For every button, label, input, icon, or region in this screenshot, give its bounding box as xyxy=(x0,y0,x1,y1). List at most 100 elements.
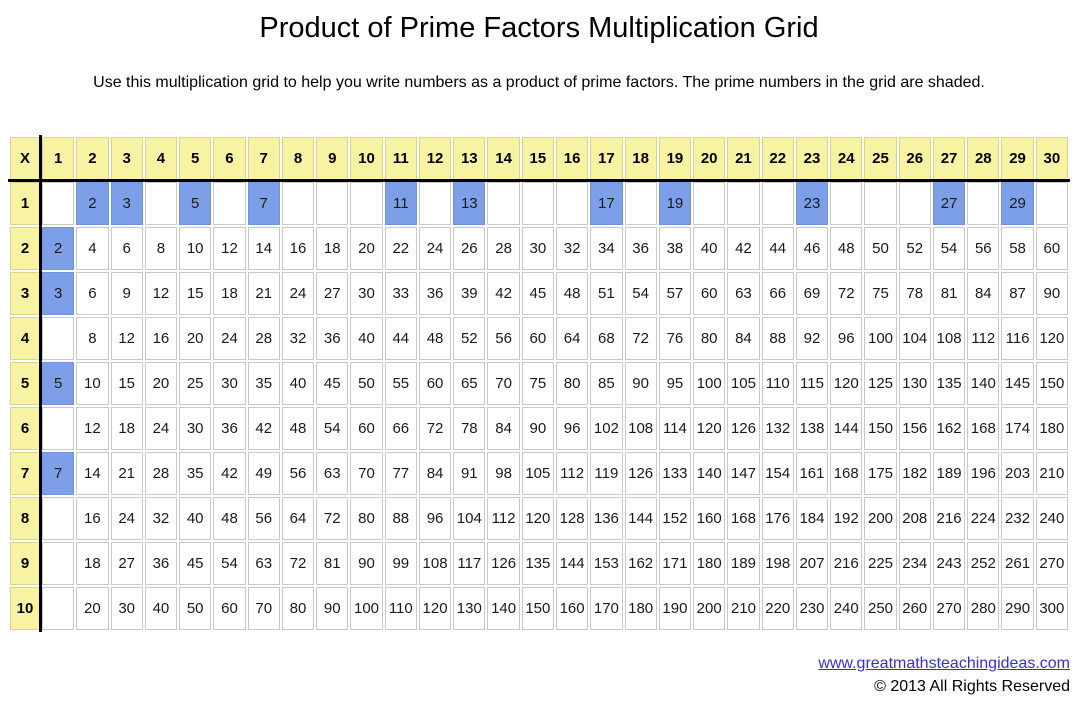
product-cell: 30 xyxy=(110,587,143,630)
product-cell: 84 xyxy=(727,317,760,360)
product-cell: 63 xyxy=(247,542,280,585)
product-cell: 32 xyxy=(555,227,589,270)
product-cell: 120 xyxy=(418,587,452,630)
product-cell: 4 xyxy=(76,227,109,270)
col-header-cell: 17 xyxy=(590,137,623,180)
product-cell: 60 xyxy=(693,272,726,315)
product-cell: 58 xyxy=(1001,227,1034,270)
product-cell: 156 xyxy=(898,407,931,450)
product-cell: 200 xyxy=(864,497,897,540)
product-cell: 42 xyxy=(247,407,280,450)
product-cell: 126 xyxy=(727,407,760,450)
product-cell: 36 xyxy=(144,542,178,585)
product-cell: 42 xyxy=(727,227,760,270)
product-cell: 108 xyxy=(418,542,452,585)
product-cell: 84 xyxy=(967,272,1000,315)
product-cell xyxy=(521,182,554,225)
product-cell: 180 xyxy=(1035,407,1068,450)
col-header-cell: 5 xyxy=(179,137,212,180)
product-cell: 50 xyxy=(350,362,383,405)
product-cell: 18 xyxy=(76,542,109,585)
row-header-cell: 5 xyxy=(10,362,40,405)
product-cell: 119 xyxy=(590,452,623,495)
product-cell: 160 xyxy=(693,497,726,540)
product-cell: 72 xyxy=(418,407,452,450)
product-cell: 25 xyxy=(179,362,212,405)
product-cell: 30 xyxy=(521,227,554,270)
product-cell: 30 xyxy=(179,407,212,450)
product-cell: 140 xyxy=(693,452,726,495)
product-cell: 75 xyxy=(521,362,554,405)
product-cell: 196 xyxy=(967,452,1000,495)
prime-cell: 29 xyxy=(1001,182,1034,225)
row-header-cell: 10 xyxy=(10,587,40,630)
product-cell: 96 xyxy=(418,497,452,540)
grid-row: 7 7 14 21 28 35 42 49 56 63 70 77 84 91 98 105 112 119 126… xyxy=(10,452,1068,495)
product-cell: 216 xyxy=(830,542,863,585)
product-cell: 135 xyxy=(932,362,966,405)
product-cell: 55 xyxy=(384,362,417,405)
product-cell: 50 xyxy=(864,227,897,270)
product-cell: 260 xyxy=(898,587,931,630)
product-cell: 10 xyxy=(179,227,212,270)
product-cell: 90 xyxy=(316,587,349,630)
product-cell: 36 xyxy=(418,272,452,315)
product-cell: 12 xyxy=(110,317,143,360)
product-cell: 78 xyxy=(453,407,486,450)
product-cell: 48 xyxy=(555,272,589,315)
product-cell: 12 xyxy=(144,272,178,315)
col-header-cell: 28 xyxy=(967,137,1000,180)
product-cell: 102 xyxy=(590,407,623,450)
product-cell: 30 xyxy=(213,362,246,405)
prime-cell: 13 xyxy=(453,182,486,225)
col-header-cell: 15 xyxy=(521,137,554,180)
product-cell: 216 xyxy=(932,497,966,540)
product-cell: 150 xyxy=(1035,362,1068,405)
product-cell: 12 xyxy=(213,227,246,270)
website-link[interactable]: www.greatmathsteachingideas.com xyxy=(818,655,1070,672)
row-header-cell: 3 xyxy=(10,272,40,315)
product-cell: 160 xyxy=(555,587,589,630)
product-cell: 56 xyxy=(281,452,315,495)
product-cell: 32 xyxy=(281,317,315,360)
product-cell: 80 xyxy=(350,497,383,540)
product-cell: 15 xyxy=(179,272,212,315)
product-cell: 115 xyxy=(795,362,829,405)
product-cell: 144 xyxy=(555,542,589,585)
product-cell xyxy=(727,182,760,225)
product-cell: 69 xyxy=(795,272,829,315)
product-cell: 88 xyxy=(384,497,417,540)
product-cell: 70 xyxy=(350,452,383,495)
product-cell: 270 xyxy=(1035,542,1068,585)
product-cell: 78 xyxy=(898,272,931,315)
product-cell: 66 xyxy=(384,407,417,450)
product-cell: 34 xyxy=(590,227,623,270)
product-cell: 140 xyxy=(487,587,520,630)
product-cell: 98 xyxy=(487,452,520,495)
product-cell: 100 xyxy=(350,587,383,630)
col-header-cell: 3 xyxy=(110,137,143,180)
prime-cell: 17 xyxy=(590,182,623,225)
product-cell: 42 xyxy=(213,452,246,495)
product-cell: 81 xyxy=(932,272,966,315)
product-cell xyxy=(898,182,931,225)
product-cell: 70 xyxy=(247,587,280,630)
product-cell: 76 xyxy=(658,317,692,360)
product-cell: 280 xyxy=(967,587,1000,630)
grid-row: 3 3 6 9 12 15 18 21 24 27 30 33 36 39 42 45 48 51 54 57 60 63… xyxy=(10,272,1068,315)
grid-row: 2 2 4 6 8 10 12 14 16 18 20 22 24 26 28 30 32 34 36 38 40 42 4… xyxy=(10,227,1068,270)
product-cell: 45 xyxy=(316,362,349,405)
product-cell: 21 xyxy=(110,452,143,495)
product-cell xyxy=(213,182,246,225)
product-cell: 180 xyxy=(693,542,726,585)
product-cell: 230 xyxy=(795,587,829,630)
product-cell: 14 xyxy=(76,452,109,495)
product-cell: 64 xyxy=(555,317,589,360)
product-cell: 18 xyxy=(316,227,349,270)
multiplication-grid: X 1 2 3 4 5 6 7 8 9 10 11 12 13 14 15 16 17 18 19 20 21 22 23 24… xyxy=(8,135,1070,632)
col-header-cell: 26 xyxy=(898,137,931,180)
column-divider-line xyxy=(39,135,42,632)
product-cell: 114 xyxy=(658,407,692,450)
col-header-cell: 22 xyxy=(761,137,794,180)
product-cell: 39 xyxy=(453,272,486,315)
